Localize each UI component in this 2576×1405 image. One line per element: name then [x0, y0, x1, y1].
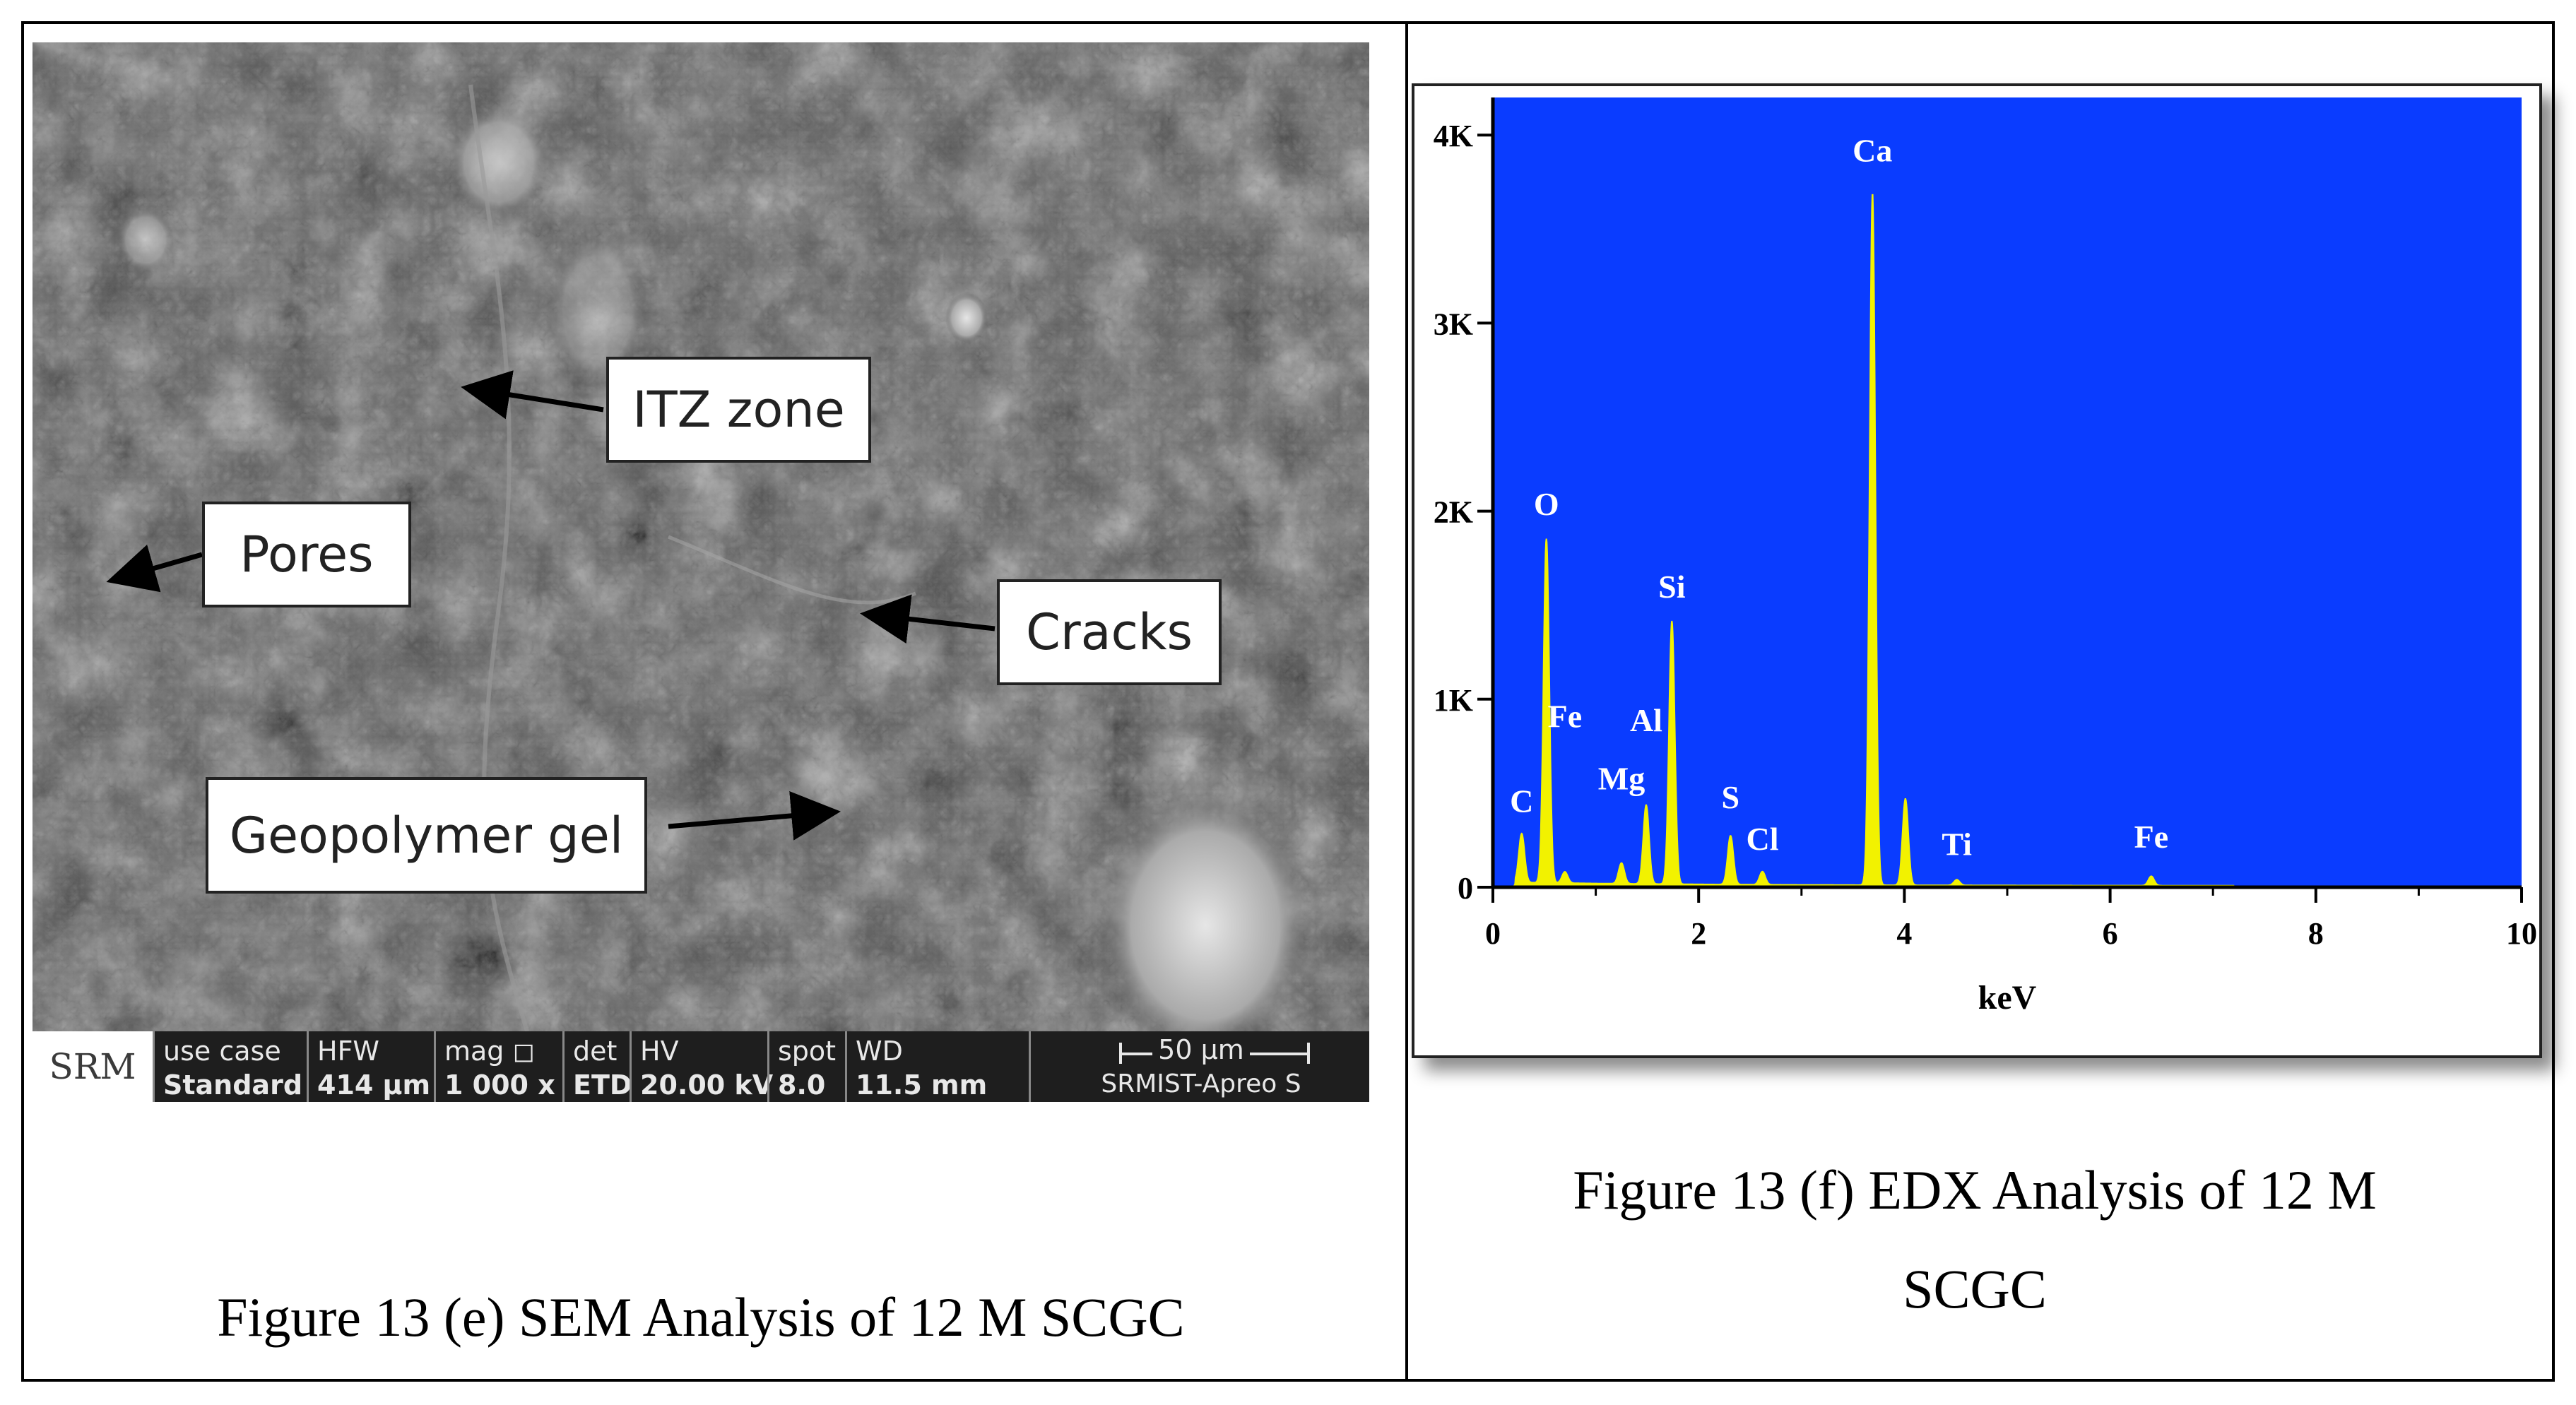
databar-column: HV 20.00 kV [630, 1031, 773, 1102]
x-tick-label: 0 [1485, 916, 1501, 951]
y-tick-label: 3K [1434, 307, 1473, 341]
peak-label-ca-8: Ca [1853, 133, 1892, 169]
srm-logo: SRM [33, 1031, 153, 1102]
itz-arrow [461, 370, 604, 420]
sem-annotation-arrows [106, 370, 995, 841]
pores-label: Pores [202, 502, 411, 607]
peak-label-si-5: Si [1658, 569, 1686, 605]
crack-line [468, 84, 529, 1031]
pores-arrow [106, 544, 203, 593]
databar-value: 8.0 [778, 1069, 826, 1101]
databar-value: Standard [163, 1069, 303, 1101]
peak-label-c-0: C [1510, 783, 1533, 819]
cell-divider [1405, 24, 1408, 1379]
edx-caption-line-1: Figure 13 (f) EDX Analysis of 12 M [1573, 1159, 2377, 1221]
databar-value: 11.5 mm [856, 1069, 988, 1101]
scale-bar-column: 50 μm SRMIST-Apreo S [1029, 1031, 1369, 1102]
peak-label-mg-3: Mg [1598, 761, 1645, 797]
itz-zone-label: ITZ zone [606, 357, 871, 463]
databar-header: HFW [317, 1036, 380, 1067]
particle [1099, 791, 1311, 1031]
databar-column: WD 11.5 mm [845, 1031, 1029, 1102]
databar-column: HFW 414 μm [307, 1031, 434, 1102]
peak-label-fe-2: Fe [1548, 699, 1583, 735]
particle [548, 233, 647, 389]
x-tick-label: 6 [2103, 916, 2118, 951]
y-tick-label: 4K [1434, 119, 1473, 153]
x-tick-label: 2 [1691, 916, 1706, 951]
peak-label-fe-10: Fe [2134, 819, 2169, 855]
geopolymer-gel-label: Geopolymer gel [206, 777, 647, 894]
instrument-name: SRMIST-Apreo S [1101, 1069, 1301, 1098]
databar-column: det ETD [562, 1031, 632, 1102]
sem-databar: SRM use case Standard HFW 414 μm mag ◻ 1… [33, 1031, 1369, 1102]
x-axis-label: keV [1978, 979, 2037, 1016]
x-tick-label: 4 [1896, 916, 1912, 951]
databar-value: ETD [573, 1069, 632, 1101]
y-tick-label: 2K [1434, 495, 1473, 530]
databar-header: WD [856, 1036, 903, 1067]
databar-column: use case Standard [153, 1031, 307, 1102]
databar-header: mag ◻ [444, 1036, 536, 1067]
peak-label-s-6: S [1722, 779, 1740, 815]
y-tick-label: 1K [1434, 683, 1473, 718]
databar-header: spot [778, 1036, 837, 1067]
edx-caption-line-2: SCGC [1903, 1258, 2047, 1320]
databar-value: 414 μm [317, 1069, 431, 1101]
particle [117, 208, 174, 273]
databar-column: spot 8.0 [767, 1031, 845, 1102]
peak-label-o-1: O [1534, 486, 1559, 522]
edx-figure-caption: Figure 13 (f) EDX Analysis of 12 M SCGC [1406, 1141, 2543, 1339]
databar-header: use case [163, 1036, 281, 1067]
databar-column: mag ◻ 1 000 x [434, 1031, 562, 1102]
databar-header: det [573, 1036, 618, 1067]
edx-spectrum-chart: C O Fe Mg Al Si SCl Ca Ti Fe 0 1K 2K 3K 4K 0 2 4 6 8 10 ke… [1434, 97, 2537, 1016]
figure-table [21, 21, 2555, 1382]
particle [945, 292, 988, 343]
sem-micrograph: ITZ zone Pores Cracks Geopolymer gel SRM… [33, 42, 1369, 1102]
sem-figure-caption: Figure 13 (e) SEM Analysis of 12 M SCGC [217, 1286, 1185, 1348]
databar-header: HV [640, 1036, 679, 1067]
cracks-label: Cracks [997, 579, 1222, 685]
databar-value: 1 000 x [444, 1069, 555, 1101]
peak-label-al-4: Al [1630, 702, 1662, 738]
plot-background [1493, 97, 2522, 887]
x-tick-label: 8 [2308, 916, 2324, 951]
peak-label-ti-9: Ti [1942, 826, 1972, 862]
gel-arrow [668, 790, 841, 841]
x-tick-label: 10 [2506, 916, 2537, 951]
cracks-arrow [860, 594, 995, 644]
scale-bar-label: 50 μm [1152, 1034, 1250, 1065]
y-tick-label: 0 [1458, 871, 1473, 906]
peak-label-cl-7: Cl [1746, 821, 1778, 857]
particle [449, 106, 548, 219]
databar-value: 20.00 kV [640, 1069, 774, 1101]
